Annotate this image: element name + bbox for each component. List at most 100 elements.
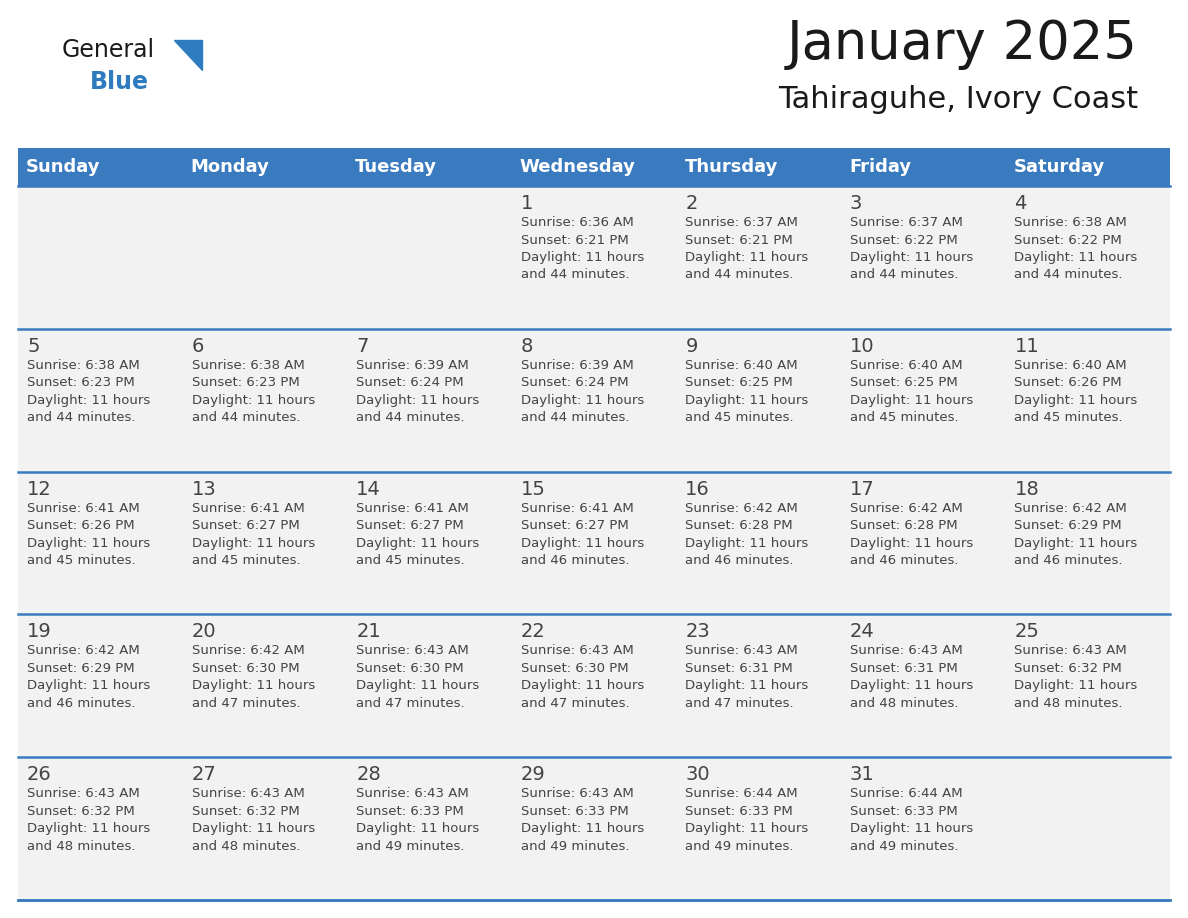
- Bar: [1005, 757, 1170, 900]
- Bar: [347, 472, 512, 614]
- Text: Monday: Monday: [191, 158, 270, 176]
- Text: Sunrise: 6:41 AM
Sunset: 6:27 PM
Daylight: 11 hours
and 46 minutes.: Sunrise: 6:41 AM Sunset: 6:27 PM Dayligh…: [520, 501, 644, 567]
- Text: 10: 10: [849, 337, 874, 356]
- Text: Sunrise: 6:40 AM
Sunset: 6:26 PM
Daylight: 11 hours
and 45 minutes.: Sunrise: 6:40 AM Sunset: 6:26 PM Dayligh…: [1015, 359, 1138, 424]
- Bar: [841, 757, 1005, 900]
- Text: Sunrise: 6:41 AM
Sunset: 6:27 PM
Daylight: 11 hours
and 45 minutes.: Sunrise: 6:41 AM Sunset: 6:27 PM Dayligh…: [191, 501, 315, 567]
- Text: Sunrise: 6:41 AM
Sunset: 6:26 PM
Daylight: 11 hours
and 45 minutes.: Sunrise: 6:41 AM Sunset: 6:26 PM Dayligh…: [27, 501, 151, 567]
- Bar: [676, 186, 841, 329]
- Text: Sunrise: 6:44 AM
Sunset: 6:33 PM
Daylight: 11 hours
and 49 minutes.: Sunrise: 6:44 AM Sunset: 6:33 PM Dayligh…: [685, 788, 809, 853]
- Bar: [841, 472, 1005, 614]
- Text: Sunrise: 6:36 AM
Sunset: 6:21 PM
Daylight: 11 hours
and 44 minutes.: Sunrise: 6:36 AM Sunset: 6:21 PM Dayligh…: [520, 216, 644, 282]
- Bar: [347, 148, 512, 186]
- Text: Sunrise: 6:43 AM
Sunset: 6:30 PM
Daylight: 11 hours
and 47 minutes.: Sunrise: 6:43 AM Sunset: 6:30 PM Dayligh…: [356, 644, 480, 710]
- Text: Friday: Friday: [849, 158, 911, 176]
- Bar: [512, 329, 676, 472]
- Text: Saturday: Saturday: [1013, 158, 1105, 176]
- Text: 19: 19: [27, 622, 52, 642]
- Text: Sunrise: 6:38 AM
Sunset: 6:23 PM
Daylight: 11 hours
and 44 minutes.: Sunrise: 6:38 AM Sunset: 6:23 PM Dayligh…: [27, 359, 151, 424]
- Bar: [512, 757, 676, 900]
- Bar: [18, 757, 183, 900]
- Text: Sunrise: 6:40 AM
Sunset: 6:25 PM
Daylight: 11 hours
and 45 minutes.: Sunrise: 6:40 AM Sunset: 6:25 PM Dayligh…: [685, 359, 809, 424]
- Bar: [347, 614, 512, 757]
- Text: 2: 2: [685, 194, 697, 213]
- Bar: [183, 329, 347, 472]
- Bar: [183, 148, 347, 186]
- Text: Sunrise: 6:38 AM
Sunset: 6:23 PM
Daylight: 11 hours
and 44 minutes.: Sunrise: 6:38 AM Sunset: 6:23 PM Dayligh…: [191, 359, 315, 424]
- Text: 13: 13: [191, 479, 216, 498]
- Text: 5: 5: [27, 337, 39, 356]
- Text: Thursday: Thursday: [684, 158, 778, 176]
- Text: Sunrise: 6:43 AM
Sunset: 6:32 PM
Daylight: 11 hours
and 48 minutes.: Sunrise: 6:43 AM Sunset: 6:32 PM Dayligh…: [27, 788, 151, 853]
- Bar: [676, 614, 841, 757]
- Text: General: General: [62, 38, 156, 62]
- Text: 31: 31: [849, 766, 874, 784]
- Text: 14: 14: [356, 479, 381, 498]
- Text: 28: 28: [356, 766, 381, 784]
- Text: 21: 21: [356, 622, 381, 642]
- Text: Sunrise: 6:43 AM
Sunset: 6:30 PM
Daylight: 11 hours
and 47 minutes.: Sunrise: 6:43 AM Sunset: 6:30 PM Dayligh…: [520, 644, 644, 710]
- Text: Tahiraguhe, Ivory Coast: Tahiraguhe, Ivory Coast: [778, 85, 1138, 114]
- Polygon shape: [173, 40, 202, 70]
- Bar: [676, 757, 841, 900]
- Text: Sunrise: 6:42 AM
Sunset: 6:29 PM
Daylight: 11 hours
and 46 minutes.: Sunrise: 6:42 AM Sunset: 6:29 PM Dayligh…: [27, 644, 151, 710]
- Text: 22: 22: [520, 622, 545, 642]
- Bar: [183, 614, 347, 757]
- Text: 25: 25: [1015, 622, 1040, 642]
- Bar: [1005, 186, 1170, 329]
- Bar: [841, 614, 1005, 757]
- Text: Sunrise: 6:42 AM
Sunset: 6:30 PM
Daylight: 11 hours
and 47 minutes.: Sunrise: 6:42 AM Sunset: 6:30 PM Dayligh…: [191, 644, 315, 710]
- Bar: [1005, 329, 1170, 472]
- Bar: [676, 329, 841, 472]
- Bar: [18, 148, 183, 186]
- Text: Sunrise: 6:42 AM
Sunset: 6:28 PM
Daylight: 11 hours
and 46 minutes.: Sunrise: 6:42 AM Sunset: 6:28 PM Dayligh…: [685, 501, 809, 567]
- Text: Sunday: Sunday: [26, 158, 101, 176]
- Bar: [18, 186, 183, 329]
- Bar: [18, 614, 183, 757]
- Text: 9: 9: [685, 337, 697, 356]
- Text: Sunrise: 6:43 AM
Sunset: 6:32 PM
Daylight: 11 hours
and 48 minutes.: Sunrise: 6:43 AM Sunset: 6:32 PM Dayligh…: [1015, 644, 1138, 710]
- Text: Sunrise: 6:37 AM
Sunset: 6:22 PM
Daylight: 11 hours
and 44 minutes.: Sunrise: 6:37 AM Sunset: 6:22 PM Dayligh…: [849, 216, 973, 282]
- Bar: [1005, 148, 1170, 186]
- Bar: [1005, 472, 1170, 614]
- Text: Sunrise: 6:42 AM
Sunset: 6:28 PM
Daylight: 11 hours
and 46 minutes.: Sunrise: 6:42 AM Sunset: 6:28 PM Dayligh…: [849, 501, 973, 567]
- Text: January 2025: January 2025: [788, 18, 1138, 70]
- Text: Sunrise: 6:42 AM
Sunset: 6:29 PM
Daylight: 11 hours
and 46 minutes.: Sunrise: 6:42 AM Sunset: 6:29 PM Dayligh…: [1015, 501, 1138, 567]
- Bar: [18, 472, 183, 614]
- Bar: [512, 186, 676, 329]
- Text: 16: 16: [685, 479, 710, 498]
- Bar: [183, 472, 347, 614]
- Text: Sunrise: 6:41 AM
Sunset: 6:27 PM
Daylight: 11 hours
and 45 minutes.: Sunrise: 6:41 AM Sunset: 6:27 PM Dayligh…: [356, 501, 480, 567]
- Text: 24: 24: [849, 622, 874, 642]
- Text: 4: 4: [1015, 194, 1026, 213]
- Bar: [512, 472, 676, 614]
- Bar: [512, 614, 676, 757]
- Text: Sunrise: 6:39 AM
Sunset: 6:24 PM
Daylight: 11 hours
and 44 minutes.: Sunrise: 6:39 AM Sunset: 6:24 PM Dayligh…: [356, 359, 480, 424]
- Text: Sunrise: 6:43 AM
Sunset: 6:31 PM
Daylight: 11 hours
and 48 minutes.: Sunrise: 6:43 AM Sunset: 6:31 PM Dayligh…: [849, 644, 973, 710]
- Text: 29: 29: [520, 766, 545, 784]
- Text: 27: 27: [191, 766, 216, 784]
- Text: 23: 23: [685, 622, 710, 642]
- Text: Sunrise: 6:43 AM
Sunset: 6:32 PM
Daylight: 11 hours
and 48 minutes.: Sunrise: 6:43 AM Sunset: 6:32 PM Dayligh…: [191, 788, 315, 853]
- Text: Sunrise: 6:40 AM
Sunset: 6:25 PM
Daylight: 11 hours
and 45 minutes.: Sunrise: 6:40 AM Sunset: 6:25 PM Dayligh…: [849, 359, 973, 424]
- Text: Sunrise: 6:39 AM
Sunset: 6:24 PM
Daylight: 11 hours
and 44 minutes.: Sunrise: 6:39 AM Sunset: 6:24 PM Dayligh…: [520, 359, 644, 424]
- Text: Blue: Blue: [90, 70, 148, 94]
- Text: Tuesday: Tuesday: [355, 158, 437, 176]
- Text: Sunrise: 6:43 AM
Sunset: 6:31 PM
Daylight: 11 hours
and 47 minutes.: Sunrise: 6:43 AM Sunset: 6:31 PM Dayligh…: [685, 644, 809, 710]
- Text: 15: 15: [520, 479, 545, 498]
- Text: 1: 1: [520, 194, 533, 213]
- Text: Sunrise: 6:43 AM
Sunset: 6:33 PM
Daylight: 11 hours
and 49 minutes.: Sunrise: 6:43 AM Sunset: 6:33 PM Dayligh…: [520, 788, 644, 853]
- Bar: [841, 329, 1005, 472]
- Text: 17: 17: [849, 479, 874, 498]
- Bar: [841, 148, 1005, 186]
- Bar: [347, 186, 512, 329]
- Text: Sunrise: 6:37 AM
Sunset: 6:21 PM
Daylight: 11 hours
and 44 minutes.: Sunrise: 6:37 AM Sunset: 6:21 PM Dayligh…: [685, 216, 809, 282]
- Text: 18: 18: [1015, 479, 1040, 498]
- Bar: [1005, 614, 1170, 757]
- Text: 30: 30: [685, 766, 710, 784]
- Text: 11: 11: [1015, 337, 1040, 356]
- Bar: [183, 757, 347, 900]
- Text: 12: 12: [27, 479, 52, 498]
- Bar: [841, 186, 1005, 329]
- Text: 7: 7: [356, 337, 368, 356]
